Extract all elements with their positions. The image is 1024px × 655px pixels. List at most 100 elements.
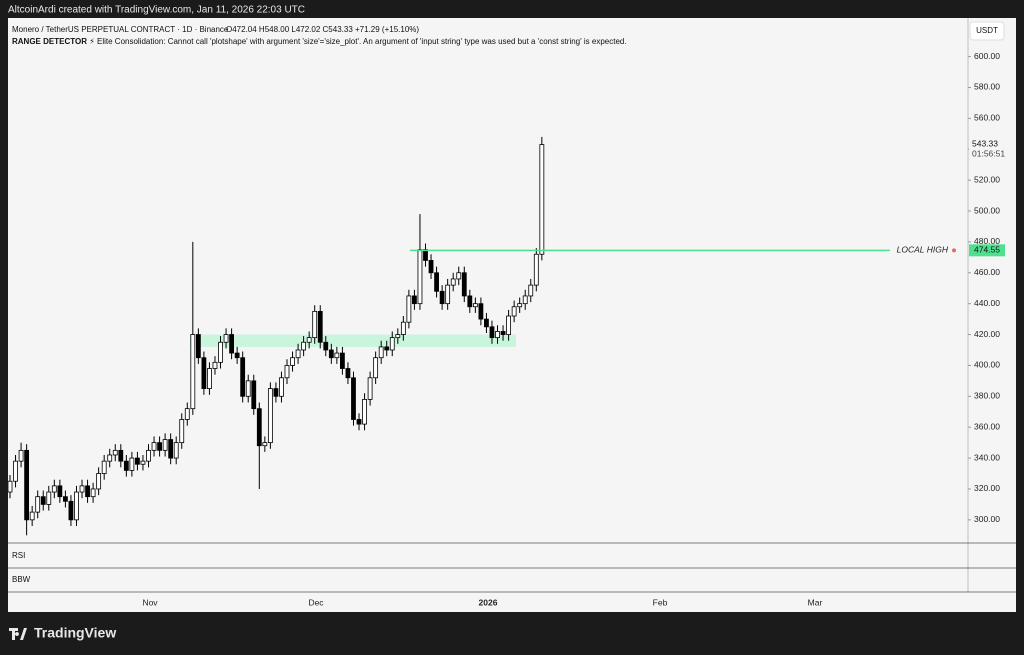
candle — [351, 371, 356, 426]
candle — [123, 454, 129, 477]
candle-body — [412, 295, 417, 305]
candle — [40, 490, 46, 511]
candle — [478, 297, 484, 326]
candle-body — [417, 249, 423, 305]
candle — [24, 444, 30, 536]
candle-body — [511, 306, 517, 317]
candle-body — [101, 460, 107, 474]
candle-body — [68, 500, 74, 521]
candle-body — [190, 334, 196, 410]
candle-body — [151, 442, 157, 451]
candle-body — [184, 408, 190, 420]
y-tick-label: 380.00 — [974, 391, 1000, 401]
level-label: LOCAL HIGH — [897, 245, 949, 255]
candle-body — [85, 485, 90, 498]
currency-box[interactable] — [969, 21, 1005, 41]
candle — [234, 346, 240, 364]
candle — [201, 351, 207, 395]
candle — [74, 485, 79, 527]
candle-body — [195, 334, 201, 359]
candle-body — [35, 496, 41, 513]
candle-body — [351, 377, 356, 420]
y-tick-label: 600.00 — [974, 51, 1000, 61]
x-tick-label: Nov — [142, 597, 158, 607]
candle-body — [162, 439, 168, 451]
candle-body — [240, 357, 246, 397]
countdown: 01:56:51 — [972, 148, 1005, 158]
candle-body — [18, 449, 24, 462]
candle — [484, 312, 489, 333]
candle-body — [467, 295, 473, 308]
candle-body — [90, 488, 96, 498]
candle-body — [201, 357, 207, 389]
candle-body — [389, 337, 395, 351]
candle-body — [373, 357, 379, 379]
logo: TradingView — [9, 625, 116, 641]
candle-body — [528, 284, 534, 297]
level-dot — [952, 248, 956, 253]
candle-body — [456, 272, 462, 280]
candle-body — [378, 346, 384, 359]
y-tick-label: 400.00 — [974, 360, 1000, 370]
candle — [328, 343, 334, 364]
candle-body — [428, 260, 434, 274]
candle-body — [140, 460, 146, 465]
candle-body — [168, 439, 174, 459]
candle-body — [284, 365, 290, 379]
candle — [245, 374, 251, 403]
y-tick-label: 300.00 — [974, 514, 1000, 524]
candle — [395, 328, 401, 344]
candle — [384, 340, 390, 357]
candle-body — [384, 346, 390, 351]
candle — [339, 346, 345, 375]
candle — [467, 289, 473, 313]
candle — [162, 433, 168, 457]
candle-body — [395, 334, 401, 339]
candle — [367, 371, 373, 406]
candle — [400, 316, 406, 341]
candle — [323, 336, 329, 357]
candle-body — [218, 341, 223, 363]
y-tick-label: 320.00 — [974, 483, 1000, 493]
candle — [157, 436, 162, 457]
x-tick-label: Dec — [308, 597, 324, 607]
candle — [533, 248, 539, 292]
level-price: 474.55 — [974, 245, 1000, 255]
candle — [312, 305, 318, 344]
candle — [511, 300, 517, 323]
candle — [85, 479, 90, 503]
candle — [107, 448, 113, 468]
candle — [63, 490, 68, 508]
pane-label: RSI — [12, 551, 25, 560]
candle — [207, 362, 212, 395]
chart-title: Monero / TetherUS PERPETUAL CONTRACT · 1… — [12, 25, 229, 34]
candle — [212, 356, 218, 375]
candle — [240, 351, 246, 403]
candle-body — [517, 303, 523, 308]
candle-body — [301, 341, 307, 351]
y-tick-label: 340.00 — [974, 452, 1000, 462]
candle-body — [290, 357, 295, 366]
candle-body — [57, 485, 63, 498]
candle — [539, 136, 545, 261]
candle-body — [46, 491, 52, 505]
currency[interactable]: USDT — [976, 26, 998, 35]
candle-body — [40, 496, 46, 505]
candle — [334, 346, 340, 364]
candle-body — [262, 442, 268, 447]
candle-body — [495, 331, 500, 339]
candle — [378, 340, 384, 364]
candle-body — [107, 454, 113, 462]
candle-body — [146, 449, 151, 462]
candle — [517, 297, 523, 313]
candle — [129, 451, 135, 477]
candle-body — [245, 380, 251, 397]
candle-body — [478, 303, 484, 320]
candle-body — [234, 352, 240, 359]
indicator-name: RANGE DETECTOR ⚡ — [12, 37, 95, 46]
last-price: 543.33 — [972, 138, 998, 148]
candle-body — [112, 449, 118, 456]
candle — [13, 454, 18, 488]
